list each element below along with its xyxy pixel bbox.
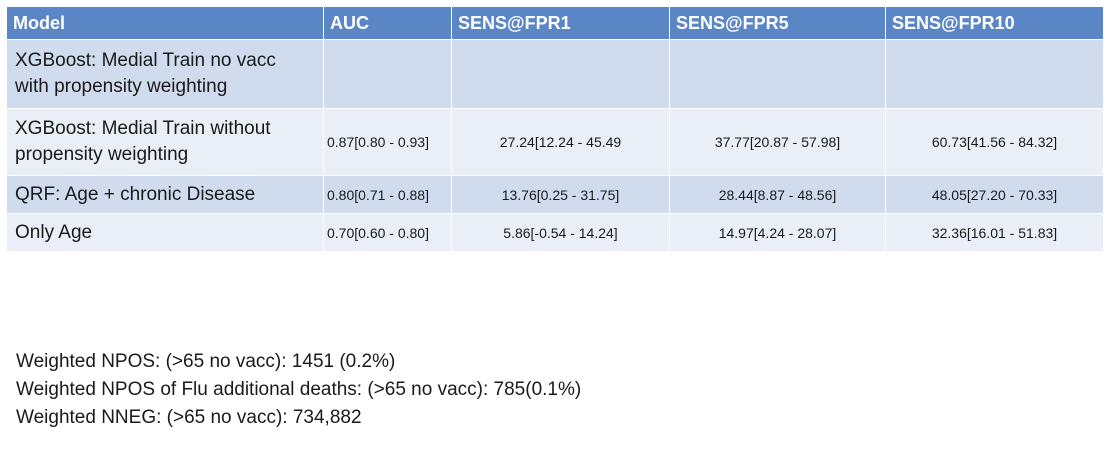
note-weighted-npos: Weighted NPOS: (>65 no vacc): 1451 (0.2%… [16,351,396,372]
sens-fpr1-cell: 5.86[-0.54 - 14.24] [451,213,670,252]
model-cell: XGBoost: Medial Train no vacc with prope… [6,39,324,109]
sens-fpr10-cell [885,39,1104,109]
note-weighted-npos-flu-deaths: Weighted NPOS of Flu additional deaths: … [16,379,582,400]
sens-fpr1-cell [451,39,670,109]
header-row: Model AUC SENS@FPR1 SENS@FPR5 SENS@FPR10 [6,6,1104,40]
sens-fpr5-cell: 37.77[20.87 - 57.98] [669,108,886,176]
table-row: QRF: Age + chronic Disease 0.80[0.71 - 0… [6,175,1104,214]
model-name-line: QRF: Age + chronic Disease [15,183,256,205]
model-cell: Only Age [6,213,324,252]
note-weighted-nneg: Weighted NNEG: (>65 no vacc): 734,882 [16,407,362,428]
model-name-line: propensity weighting [15,144,189,165]
sens-fpr10-cell: 60.73[41.56 - 84.32] [885,108,1104,176]
auc-cell [323,39,452,109]
results-table: Model AUC SENS@FPR1 SENS@FPR5 SENS@FPR10… [6,6,1104,252]
model-name-line: XGBoost: Medial Train no vacc [15,50,276,71]
sens-fpr5-cell [669,39,886,109]
auc-cell: 0.70[0.60 - 0.80] [323,213,452,252]
sens-fpr5-cell: 14.97[4.24 - 28.07] [669,213,886,252]
model-cell: XGBoost: Medial Train without propensity… [6,108,324,176]
sens-fpr10-cell: 32.36[16.01 - 51.83] [885,213,1104,252]
header-auc: AUC [323,6,452,40]
table-row: Only Age 0.70[0.60 - 0.80] 5.86[-0.54 - … [6,213,1104,252]
header-model: Model [6,6,324,40]
auc-cell: 0.87[0.80 - 0.93] [323,108,452,176]
model-name-line: Only Age [15,221,93,243]
sens-fpr1-cell: 13.76[0.25 - 31.75] [451,175,670,214]
model-name-line: with propensity weighting [15,76,228,97]
header-sens-fpr5: SENS@FPR5 [669,6,886,40]
model-name-line: XGBoost: Medial Train without [15,118,271,139]
header-sens-fpr1: SENS@FPR1 [451,6,670,40]
table-row: XGBoost: Medial Train no vacc with prope… [6,39,1104,109]
model-cell: QRF: Age + chronic Disease [6,175,324,214]
sens-fpr10-cell: 48.05[27.20 - 70.33] [885,175,1104,214]
auc-cell: 0.80[0.71 - 0.88] [323,175,452,214]
table-row: XGBoost: Medial Train without propensity… [6,108,1104,176]
header-sens-fpr10: SENS@FPR10 [885,6,1104,40]
sens-fpr5-cell: 28.44[8.87 - 48.56] [669,175,886,214]
summary-notes: Weighted NPOS: (>65 no vacc): 1451 (0.2%… [16,348,581,432]
sens-fpr1-cell: 27.24[12.24 - 45.49 [451,108,670,176]
